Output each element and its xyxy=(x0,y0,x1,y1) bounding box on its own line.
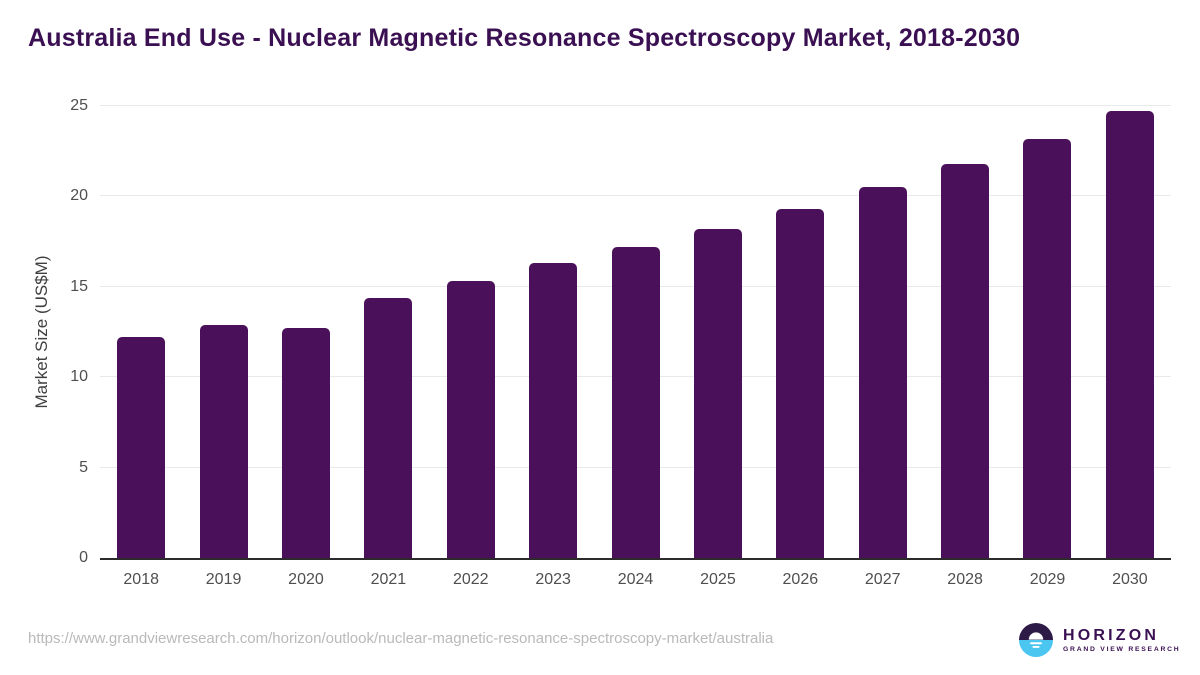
y-tick-label-5: 5 xyxy=(79,458,88,476)
horizon-logo-text: HORIZON GRAND VIEW RESEARCH xyxy=(1063,627,1180,653)
x-tick-label-2024: 2024 xyxy=(617,571,654,588)
x-tick-label-2021: 2021 xyxy=(370,571,407,588)
bar-2023[interactable] xyxy=(529,263,578,558)
horizon-logo: HORIZON GRAND VIEW RESEARCH xyxy=(1019,623,1180,657)
bar-2024[interactable] xyxy=(611,247,660,558)
bar-2027[interactable] xyxy=(858,187,907,558)
chart-title: Australia End Use - Nuclear Magnetic Res… xyxy=(28,24,1021,52)
logo-subtitle: GRAND VIEW RESEARCH xyxy=(1063,646,1181,653)
bar-slot-2018: 2018 xyxy=(100,106,182,588)
bar-slot-2026: 2026 xyxy=(759,106,841,588)
y-axis-tick-labels: 0 5 10 15 20 25 xyxy=(0,97,88,566)
bar-2021[interactable] xyxy=(364,297,413,558)
x-tick-label-2030: 2030 xyxy=(1112,571,1148,588)
x-tick-label-2022: 2022 xyxy=(452,571,489,588)
bar-slot-2020: 2020 xyxy=(265,106,347,588)
x-tick-label-2025: 2025 xyxy=(700,571,736,588)
bar-2022[interactable] xyxy=(446,281,495,558)
x-tick-label-2020: 2020 xyxy=(288,571,324,588)
bar-slot-2023: 2023 xyxy=(512,106,594,588)
bar-slot-2028: 2028 xyxy=(924,106,1006,588)
y-tick-label-25: 25 xyxy=(70,97,88,114)
x-tick-label-2019: 2019 xyxy=(205,571,242,588)
x-tick-label-2027: 2027 xyxy=(864,571,901,588)
logo-name: HORIZON xyxy=(1063,627,1160,644)
bar-slot-2019: 2019 xyxy=(182,106,264,588)
bar-2026[interactable] xyxy=(776,209,825,558)
x-tick-label-2028: 2028 xyxy=(947,571,983,588)
bar-2029[interactable] xyxy=(1023,138,1072,558)
bar-slot-2030: 2030 xyxy=(1089,106,1171,588)
bar-2028[interactable] xyxy=(941,163,990,558)
bar-2030[interactable] xyxy=(1105,111,1154,558)
horizon-logo-icon xyxy=(1019,623,1053,657)
x-tick-label-2029: 2029 xyxy=(1029,571,1066,588)
x-tick-label-2023: 2023 xyxy=(535,571,571,588)
bar-slot-2025: 2025 xyxy=(677,106,759,588)
y-tick-label-20: 20 xyxy=(70,187,88,205)
plot-area: 2018 2019 2020 2021 2022 2023 2024 2025 2026 2027… xyxy=(100,105,1171,588)
bar-slot-2029: 2029 xyxy=(1006,106,1088,588)
bar-2018[interactable] xyxy=(117,337,166,558)
y-tick-label-0: 0 xyxy=(79,549,88,566)
bar-2019[interactable] xyxy=(199,324,248,558)
bar-2025[interactable] xyxy=(693,228,742,558)
y-tick-label-10: 10 xyxy=(70,368,88,386)
x-tick-label-2018: 2018 xyxy=(123,571,159,588)
x-tick-label-2026: 2026 xyxy=(782,571,819,588)
bar-slot-2022: 2022 xyxy=(430,106,512,588)
bar-slot-2021: 2021 xyxy=(347,106,429,588)
source-url: https://www.grandviewresearch.com/horizo… xyxy=(28,630,774,647)
y-tick-label-15: 15 xyxy=(70,277,88,295)
bar-2020[interactable] xyxy=(281,328,330,558)
bar-slot-2024: 2024 xyxy=(594,106,676,588)
bar-slot-2027: 2027 xyxy=(842,106,924,588)
